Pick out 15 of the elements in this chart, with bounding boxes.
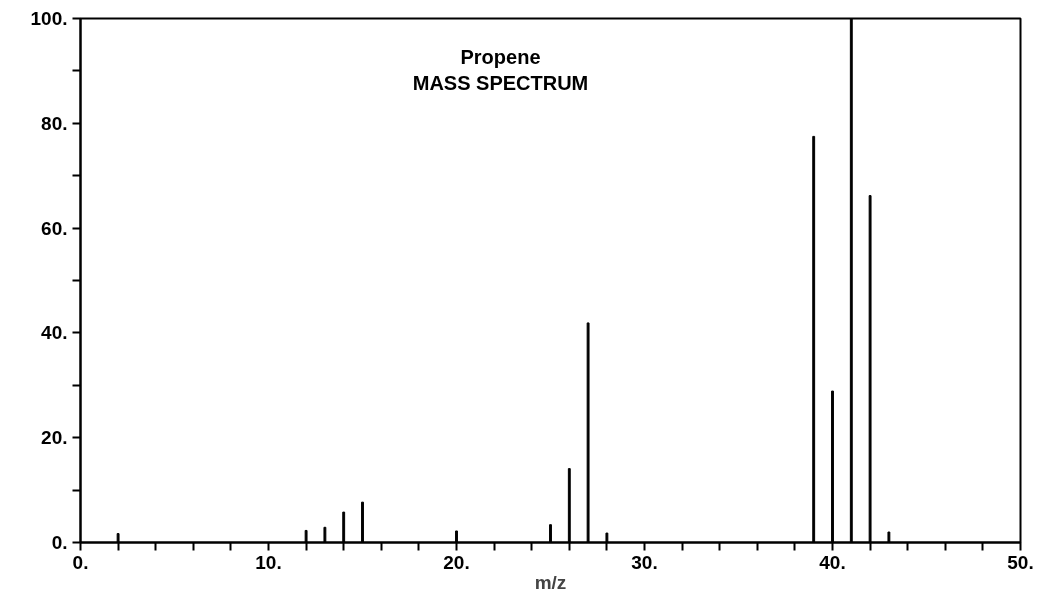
y-tick-label: 60. xyxy=(41,217,68,239)
x-tick-label: 30. xyxy=(631,551,658,573)
x-tick-label: 10. xyxy=(255,551,282,573)
y-tick-label: 100. xyxy=(30,8,68,29)
y-tick-label: 20. xyxy=(41,427,68,449)
x-axis-title: m/z xyxy=(534,571,567,593)
x-tick-label: 20. xyxy=(443,551,470,573)
text: MASS SPECTRUM xyxy=(412,71,589,94)
x-tick-label: 50. xyxy=(1007,551,1034,573)
text: Propene xyxy=(460,45,541,68)
x-tick-label: 40. xyxy=(819,551,846,573)
y-tick-label: 40. xyxy=(41,322,68,344)
y-tick-label: 80. xyxy=(41,112,68,134)
y-tick-label: 0. xyxy=(51,532,68,553)
x-tick-label: 0. xyxy=(72,551,89,573)
